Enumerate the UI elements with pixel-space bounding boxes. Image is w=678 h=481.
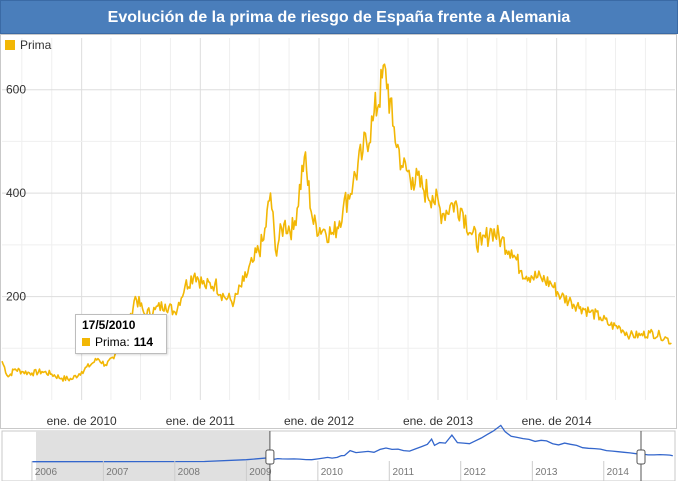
tooltip-value: 114 — [133, 335, 154, 349]
legend-label: Prima — [20, 38, 52, 52]
navigator-year-label: 2008 — [178, 467, 201, 478]
tooltip-date: 17/5/2010 — [82, 318, 136, 332]
navigator-line — [31, 424, 673, 463]
navigator-year-label: 2010 — [321, 467, 344, 478]
grid-lines — [2, 38, 675, 400]
navigator-grip-icon — [265, 449, 275, 465]
series-line-prima — [1, 63, 672, 382]
navigator-shade — [36, 431, 270, 481]
navigator-year-label: 2012 — [464, 467, 487, 478]
axis-labels: 200 400 600 ene. de 2010 ene. de 2011 ene. de… — [6, 83, 592, 428]
x-tick-label: ene. de 2011 — [166, 414, 236, 428]
x-tick-label: ene. de 2010 — [47, 414, 117, 428]
navigator-handle-left[interactable] — [265, 431, 275, 481]
navigator-year-label: 2009 — [249, 467, 272, 478]
y-tick-label: 400 — [6, 186, 26, 200]
chart-frame — [0, 34, 677, 429]
navigator-year-label: 2014 — [607, 467, 630, 478]
navigator-year-label: 2013 — [535, 467, 558, 478]
legend-swatch-icon — [5, 40, 15, 50]
legend[interactable]: Prima — [5, 38, 51, 52]
tooltip-swatch-icon — [82, 338, 90, 346]
tooltip-row: Prima: 114 — [82, 335, 160, 349]
navigator-grip-icon — [636, 449, 646, 465]
navigator-handle-right[interactable] — [636, 431, 646, 481]
tooltip-series: Prima — [95, 335, 127, 349]
x-tick-label: ene. de 2013 — [403, 414, 473, 428]
chart-title: Evolución de la prima de riesgo de Españ… — [0, 0, 678, 34]
tooltip: 17/5/2010 Prima: 114 — [75, 314, 167, 354]
x-tick-label: ene. de 2012 — [284, 414, 354, 428]
navigator-year-label: 2006 — [35, 467, 58, 478]
range-navigator: 2006 2007 2008 2009 2010 2011 2012 2013 2014 — [1, 424, 676, 481]
navigator-year-label: 2011 — [393, 467, 415, 478]
y-tick-label: 600 — [6, 83, 26, 97]
y-tick-label: 200 — [6, 290, 26, 304]
navigator-year-label: 2007 — [106, 467, 129, 478]
x-tick-label: ene. de 2014 — [522, 414, 592, 428]
